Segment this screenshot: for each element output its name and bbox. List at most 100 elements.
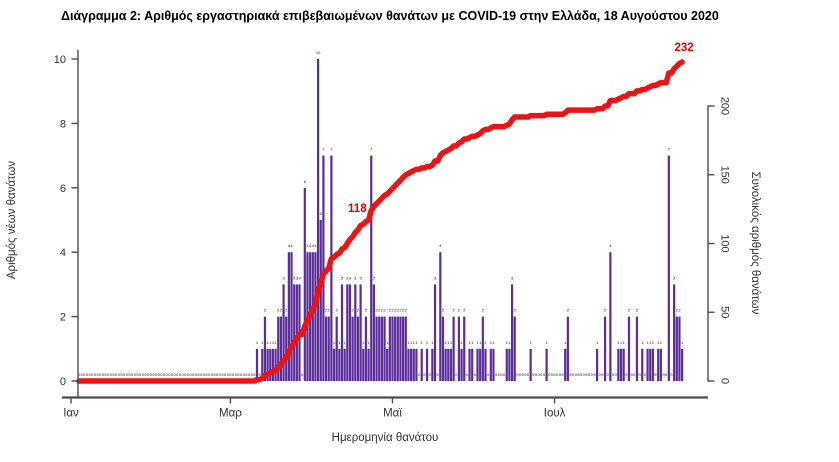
svg-text:2: 2 bbox=[452, 308, 455, 313]
svg-text:0: 0 bbox=[152, 372, 155, 377]
svg-text:0: 0 bbox=[168, 372, 171, 377]
svg-text:0: 0 bbox=[495, 372, 498, 377]
svg-text:0: 0 bbox=[203, 372, 206, 377]
svg-text:1: 1 bbox=[545, 340, 548, 345]
svg-text:2: 2 bbox=[628, 308, 631, 313]
svg-text:0: 0 bbox=[128, 372, 131, 377]
svg-text:0: 0 bbox=[144, 372, 147, 377]
cumulative-line-layer bbox=[76, 59, 685, 384]
svg-text:3: 3 bbox=[511, 275, 514, 280]
svg-text:1: 1 bbox=[362, 340, 365, 345]
svg-text:0: 0 bbox=[423, 372, 426, 377]
svg-text:0: 0 bbox=[524, 372, 527, 377]
svg-text:3: 3 bbox=[434, 275, 437, 280]
svg-text:1: 1 bbox=[413, 340, 416, 345]
svg-text:0: 0 bbox=[224, 372, 227, 377]
svg-text:0: 0 bbox=[498, 372, 501, 377]
svg-text:2: 2 bbox=[676, 308, 679, 313]
svg-text:0: 0 bbox=[540, 372, 543, 377]
svg-text:0: 0 bbox=[205, 372, 208, 377]
svg-text:0: 0 bbox=[561, 372, 564, 377]
svg-text:0: 0 bbox=[216, 372, 219, 377]
svg-text:2: 2 bbox=[264, 308, 267, 313]
svg-text:0: 0 bbox=[607, 372, 610, 377]
svg-text:1: 1 bbox=[620, 340, 623, 345]
x-axis-title: Ημερομηνία θανάτου bbox=[332, 432, 439, 444]
svg-text:2: 2 bbox=[60, 312, 66, 324]
svg-text:0: 0 bbox=[588, 372, 591, 377]
svg-text:0: 0 bbox=[474, 372, 477, 377]
svg-text:100: 100 bbox=[719, 234, 731, 252]
svg-text:0: 0 bbox=[615, 372, 618, 377]
svg-text:3: 3 bbox=[341, 275, 344, 280]
svg-text:2: 2 bbox=[328, 308, 331, 313]
svg-text:0: 0 bbox=[551, 372, 554, 377]
svg-text:7: 7 bbox=[322, 147, 325, 152]
svg-text:0: 0 bbox=[213, 372, 216, 377]
svg-text:0: 0 bbox=[211, 372, 214, 377]
svg-text:0: 0 bbox=[516, 372, 519, 377]
svg-text:2: 2 bbox=[514, 308, 517, 313]
svg-text:1: 1 bbox=[344, 340, 347, 345]
svg-text:0: 0 bbox=[107, 372, 110, 377]
svg-text:0: 0 bbox=[102, 372, 105, 377]
svg-text:0: 0 bbox=[670, 372, 673, 377]
svg-text:10: 10 bbox=[54, 54, 66, 66]
svg-text:5: 5 bbox=[320, 211, 323, 216]
svg-text:0: 0 bbox=[200, 372, 203, 377]
svg-text:2: 2 bbox=[397, 308, 400, 313]
svg-text:3: 3 bbox=[282, 275, 285, 280]
svg-text:0: 0 bbox=[120, 372, 123, 377]
svg-text:0: 0 bbox=[548, 372, 551, 377]
svg-text:0: 0 bbox=[99, 372, 102, 377]
svg-text:1: 1 bbox=[476, 340, 479, 345]
svg-text:0: 0 bbox=[644, 372, 647, 377]
annotations-layer: 118 232 bbox=[348, 42, 694, 215]
svg-text:6: 6 bbox=[60, 183, 66, 195]
svg-text:0: 0 bbox=[245, 372, 248, 377]
svg-text:0: 0 bbox=[719, 378, 731, 384]
svg-text:1: 1 bbox=[274, 340, 277, 345]
svg-text:4: 4 bbox=[60, 247, 66, 259]
svg-text:0: 0 bbox=[577, 372, 580, 377]
svg-text:0: 0 bbox=[139, 372, 142, 377]
svg-text:1: 1 bbox=[508, 340, 511, 345]
svg-text:118: 118 bbox=[348, 203, 367, 215]
svg-text:3: 3 bbox=[673, 275, 676, 280]
svg-text:0: 0 bbox=[556, 372, 559, 377]
svg-text:2: 2 bbox=[389, 308, 392, 313]
svg-text:3: 3 bbox=[349, 275, 352, 280]
svg-text:0: 0 bbox=[585, 372, 588, 377]
svg-text:1: 1 bbox=[641, 340, 644, 345]
svg-text:4: 4 bbox=[288, 243, 291, 248]
svg-text:1: 1 bbox=[410, 340, 413, 345]
svg-text:4: 4 bbox=[314, 243, 317, 248]
svg-text:0: 0 bbox=[612, 372, 615, 377]
svg-text:0: 0 bbox=[466, 372, 469, 377]
svg-text:2: 2 bbox=[394, 308, 397, 313]
svg-text:0: 0 bbox=[301, 372, 304, 377]
svg-text:0: 0 bbox=[88, 372, 91, 377]
svg-text:0: 0 bbox=[543, 372, 546, 377]
svg-text:1: 1 bbox=[407, 340, 410, 345]
svg-text:0: 0 bbox=[96, 372, 99, 377]
svg-text:0: 0 bbox=[126, 372, 129, 377]
svg-text:1: 1 bbox=[269, 340, 272, 345]
svg-text:0: 0 bbox=[232, 372, 235, 377]
svg-text:0: 0 bbox=[160, 372, 163, 377]
svg-text:0: 0 bbox=[500, 372, 503, 377]
svg-text:0: 0 bbox=[118, 372, 121, 377]
svg-text:2: 2 bbox=[405, 308, 408, 313]
svg-text:3: 3 bbox=[359, 275, 362, 280]
svg-text:2: 2 bbox=[336, 308, 339, 313]
svg-text:0: 0 bbox=[115, 372, 118, 377]
svg-text:0: 0 bbox=[158, 372, 161, 377]
svg-text:Ιουλ: Ιουλ bbox=[544, 408, 566, 420]
svg-text:3: 3 bbox=[373, 275, 376, 280]
svg-text:1: 1 bbox=[649, 340, 652, 345]
svg-text:0: 0 bbox=[633, 372, 636, 377]
svg-text:0: 0 bbox=[569, 372, 572, 377]
